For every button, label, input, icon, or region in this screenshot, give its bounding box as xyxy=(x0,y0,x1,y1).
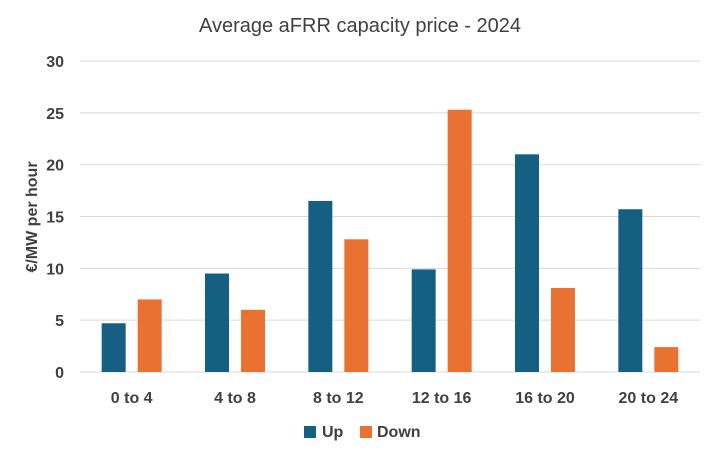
x-tick-label: 0 to 4 xyxy=(111,390,153,407)
bars xyxy=(101,109,679,373)
x-tick-label: 4 to 8 xyxy=(214,390,256,407)
y-tick-label: 30 xyxy=(46,54,64,71)
bar-up-5 xyxy=(618,209,643,372)
bar-up-4 xyxy=(515,154,539,372)
bar-down-5 xyxy=(654,347,679,372)
bar-up-2 xyxy=(308,200,333,372)
chart-title: Average aFRR capacity price - 2024 xyxy=(199,15,521,37)
bar-up-3 xyxy=(411,269,436,372)
gridlines xyxy=(80,60,700,373)
y-tick-label: 15 xyxy=(46,210,64,227)
y-tick-label: 0 xyxy=(55,365,64,382)
x-tick-label: 8 to 12 xyxy=(313,390,364,407)
y-tick-label: 25 xyxy=(46,106,64,123)
legend-label-up: Up xyxy=(322,424,344,441)
bar-up-0 xyxy=(101,323,126,372)
legend-label-down: Down xyxy=(377,424,421,441)
bar-down-4 xyxy=(551,288,575,372)
bar-down-1 xyxy=(241,309,265,372)
legend-swatch-down xyxy=(360,426,372,438)
x-tick-label: 12 to 16 xyxy=(412,390,472,407)
x-tick-label: 20 to 24 xyxy=(619,390,679,407)
x-tick-label: 16 to 20 xyxy=(515,390,575,407)
x-tick-labels: 0 to 4 4 to 8 8 to 12 12 to 16 16 to 20 20 to… xyxy=(111,390,678,407)
bar-down-0 xyxy=(137,299,162,372)
bar-up-1 xyxy=(205,273,229,372)
y-tick-label: 5 xyxy=(55,313,64,330)
bar-down-2 xyxy=(344,239,369,372)
y-axis-label: €/MW per hour xyxy=(24,161,41,272)
y-tick-label: 10 xyxy=(46,261,64,278)
y-tick-label: 20 xyxy=(46,158,64,175)
legend: Up Down xyxy=(304,424,421,441)
y-tick-labels: 0 5 10 15 20 25 30 xyxy=(46,54,64,382)
legend-swatch-up xyxy=(304,426,316,438)
bar-down-3 xyxy=(447,109,472,373)
